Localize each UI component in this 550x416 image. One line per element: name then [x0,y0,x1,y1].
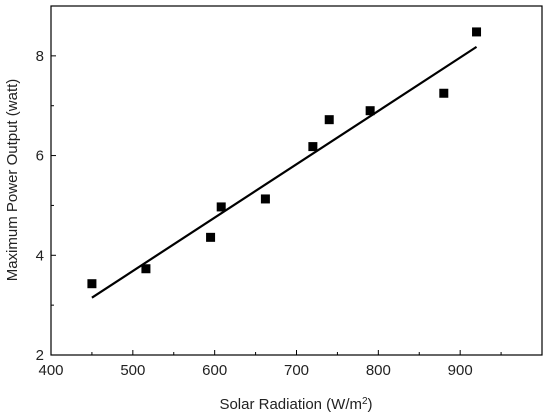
x-axis-ticks: 400 500 600 700 800 900 [38,350,502,379]
data-point [324,115,334,125]
y-tick-label: 2 [36,347,44,364]
data-point [87,279,97,289]
y-axis-ticks: 2 4 6 8 [36,48,56,364]
y-axis-label: Maximum Power Output (watt) [4,79,21,282]
y-tick-label: 4 [36,247,44,264]
y-tick-label: 6 [36,148,44,165]
data-point [141,264,151,274]
x-tick-label: 500 [120,362,145,379]
x-axis-label: Solar Radiation (W/m2) [219,396,372,414]
x-tick-label: 600 [202,362,227,379]
fit-line-group [91,45,478,299]
plot-frame [50,5,543,356]
data-points [87,27,482,289]
data-point [260,194,270,204]
data-point [308,142,318,152]
fit-line [91,45,478,299]
x-tick-label: 700 [284,362,309,379]
x-tick-label: 800 [366,362,391,379]
x-tick-label: 400 [38,362,63,379]
y-tick-label: 8 [36,48,44,65]
data-point [439,88,449,98]
data-point [206,232,216,242]
data-point [216,202,226,212]
data-point [472,27,482,37]
x-tick-label: 900 [448,362,473,379]
data-point [365,106,375,116]
